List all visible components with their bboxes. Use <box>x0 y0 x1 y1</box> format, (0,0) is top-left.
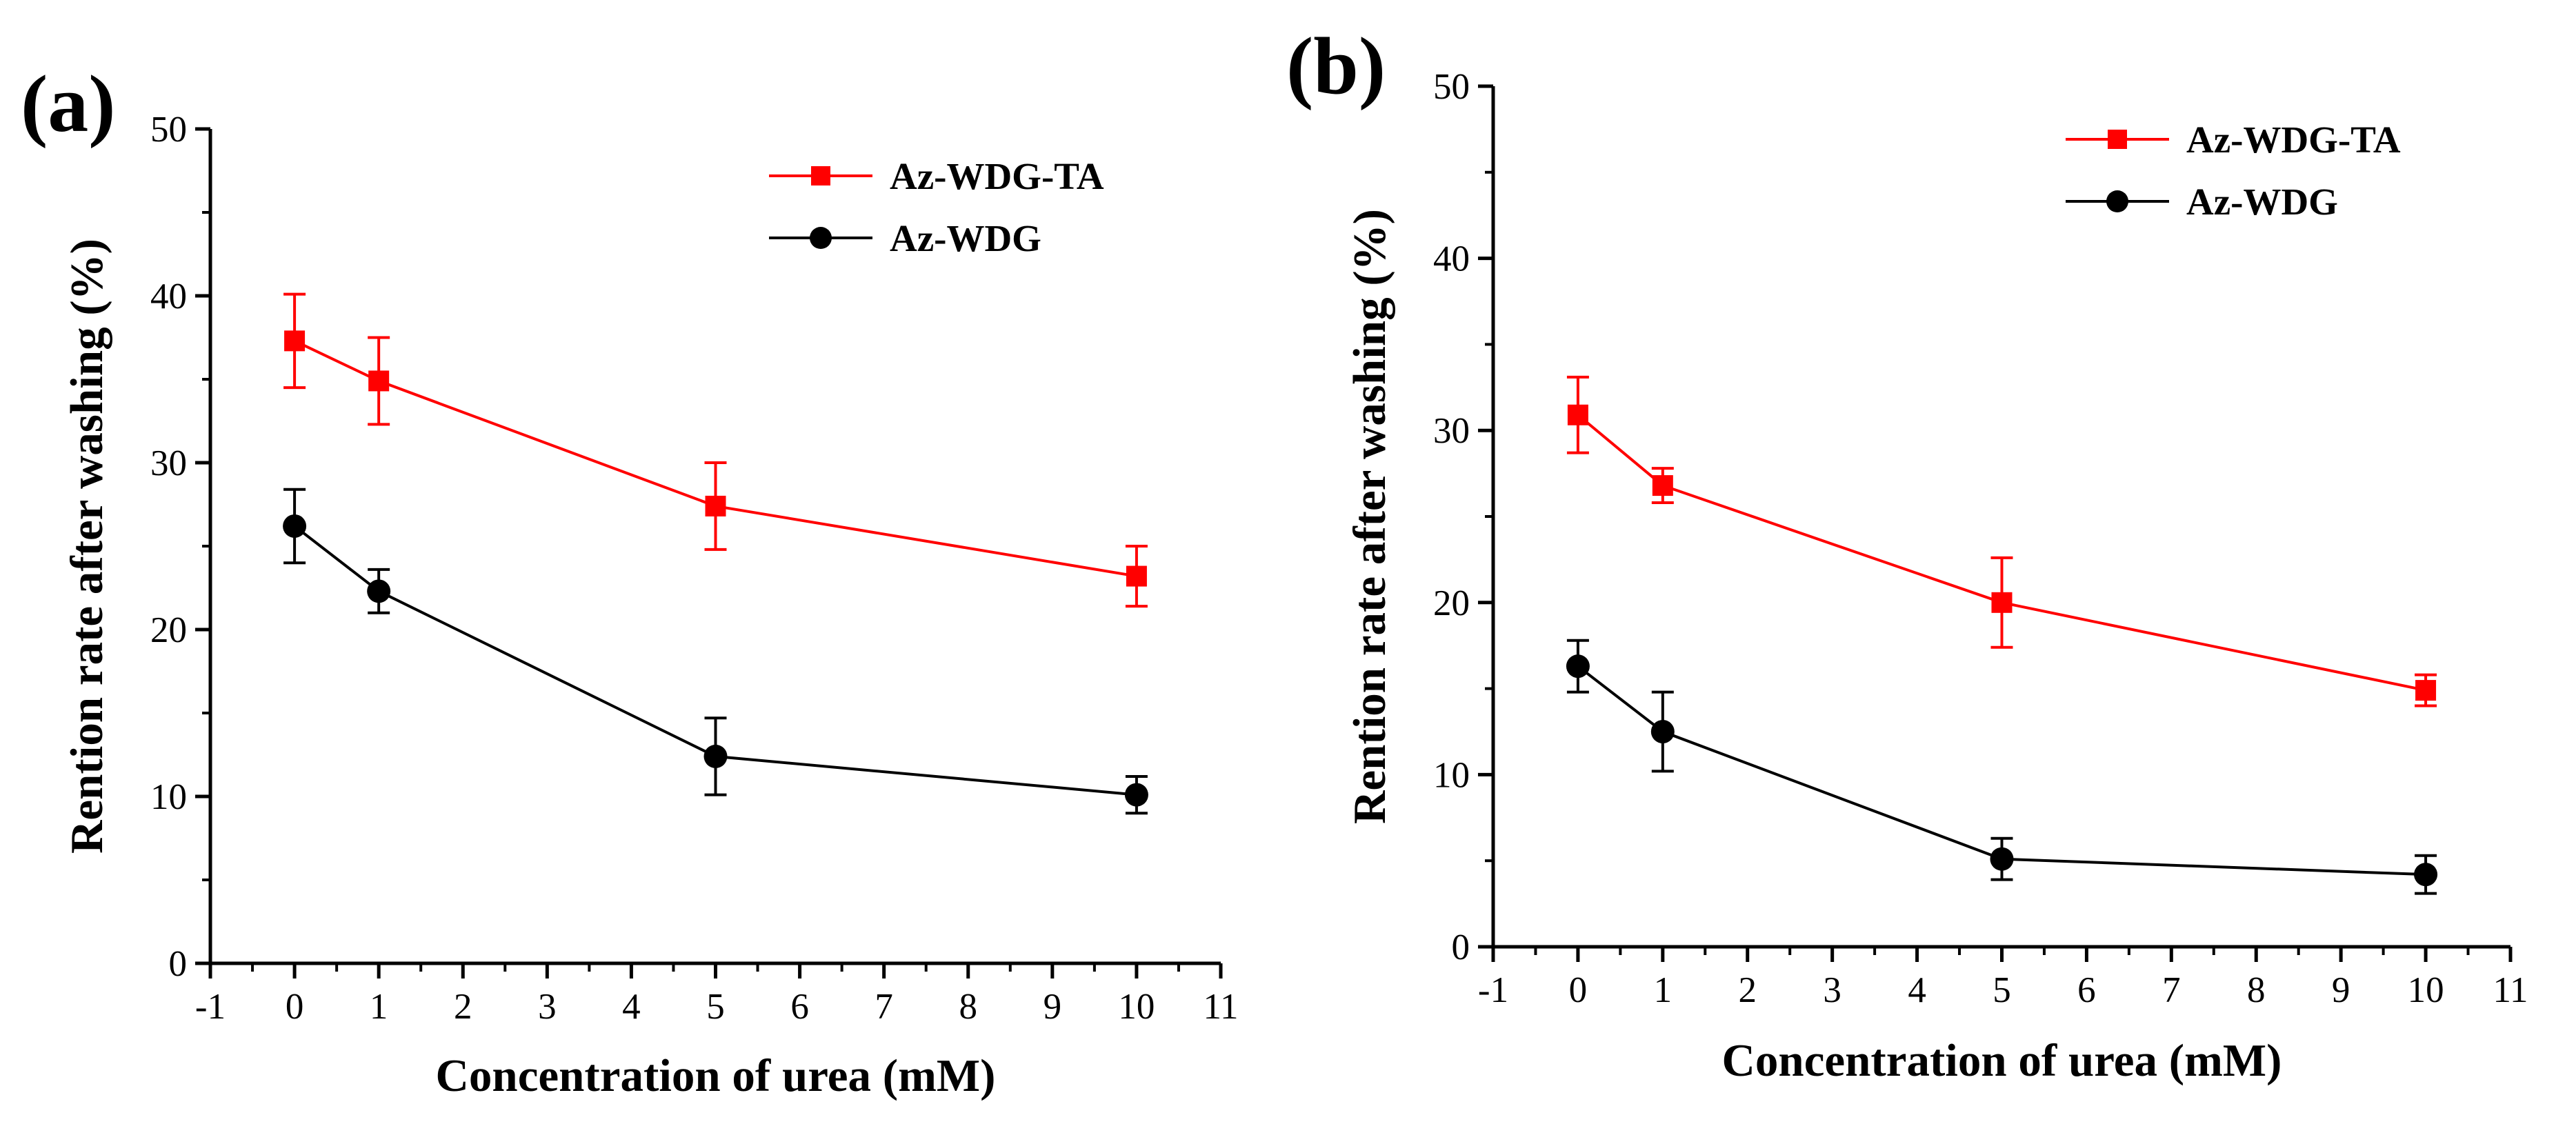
data-point <box>1567 404 1588 425</box>
data-point <box>367 579 391 603</box>
x-tick-label: 7 <box>2162 970 2181 1010</box>
legend-marker <box>811 166 830 185</box>
x-tick-label: 8 <box>2247 970 2266 1010</box>
legend-label: Az-WDG <box>2186 181 2338 223</box>
legend-label: Az-WDG-TA <box>890 155 1104 197</box>
data-point <box>1124 783 1148 807</box>
data-point <box>1991 592 2013 613</box>
x-tick-label: 1 <box>370 987 388 1027</box>
series-line <box>1577 414 2426 692</box>
legend-entry: Az-WDG <box>2066 181 2338 223</box>
panel-label: (b) <box>1286 21 1386 111</box>
y-tick-label: 40 <box>150 277 187 317</box>
x-axis-title: Concentration of urea (mM) <box>436 1050 996 1101</box>
y-tick-label: 30 <box>150 443 187 483</box>
x-tick-label: 0 <box>286 987 304 1027</box>
x-tick-label: 5 <box>706 987 725 1027</box>
data-point <box>2415 680 2437 701</box>
x-tick-label: 3 <box>538 987 557 1027</box>
x-tick-label: 4 <box>1908 970 1926 1010</box>
x-tick-label: 5 <box>1993 970 2011 1010</box>
y-tick-label: 10 <box>1433 755 1470 795</box>
x-tick-label: 2 <box>1739 970 1757 1010</box>
x-tick-label: 6 <box>2077 970 2096 1010</box>
x-tick-label: 11 <box>2493 970 2528 1010</box>
y-tick-label: 0 <box>169 944 188 984</box>
series-az-wdg-ta <box>1566 375 2437 707</box>
y-tick-label: 50 <box>150 110 187 150</box>
series-az-wdg <box>283 488 1148 815</box>
x-tick-label: 4 <box>622 987 641 1027</box>
x-tick-label: 11 <box>1203 987 1238 1027</box>
data-point <box>283 514 307 538</box>
data-point <box>703 744 728 768</box>
y-tick-label: 0 <box>1452 927 1470 967</box>
x-tick-label: -1 <box>195 987 226 1027</box>
legend-label: Az-WDG-TA <box>2186 119 2401 161</box>
y-tick-label: 10 <box>150 777 187 817</box>
legend-marker <box>810 227 832 249</box>
legend-entry: Az-WDG-TA <box>769 155 1104 197</box>
data-point <box>1126 565 1147 587</box>
x-tick-label: -1 <box>1478 970 1508 1010</box>
x-tick-label: 2 <box>454 987 472 1027</box>
x-tick-label: 1 <box>1654 970 1673 1010</box>
x-tick-label: 0 <box>1569 970 1588 1010</box>
x-tick-label: 9 <box>2332 970 2350 1010</box>
panel-label: (a) <box>21 59 116 149</box>
x-tick-label: 7 <box>875 987 893 1027</box>
legend-entry: Az-WDG <box>769 217 1041 259</box>
legend-marker <box>2106 190 2128 212</box>
series-az-wdg-ta <box>283 292 1148 608</box>
series-az-wdg <box>1566 639 2438 895</box>
y-tick-label: 20 <box>150 610 187 650</box>
y-axis-title: Rention rate after washing (%) <box>1344 209 1395 824</box>
series-line <box>294 339 1137 578</box>
data-point <box>1990 847 2014 871</box>
data-point <box>284 330 306 352</box>
legend-entry: Az-WDG-TA <box>2066 119 2401 161</box>
y-tick-label: 30 <box>1433 411 1470 451</box>
y-tick-label: 20 <box>1433 583 1470 623</box>
data-point <box>705 495 726 516</box>
y-tick-label: 40 <box>1433 239 1470 279</box>
x-axis-title: Concentration of urea (mM) <box>1722 1035 2282 1086</box>
data-point <box>368 370 390 392</box>
x-tick-label: 8 <box>959 987 978 1027</box>
legend-label: Az-WDG <box>890 217 1041 259</box>
data-point <box>1652 475 1673 496</box>
legend-marker <box>2108 130 2127 149</box>
x-tick-label: 3 <box>1823 970 1841 1010</box>
x-tick-label: 9 <box>1044 987 1062 1027</box>
series-line <box>1577 665 2426 876</box>
series-line <box>293 525 1137 796</box>
y-axis-title: Rention rate after washing (%) <box>61 239 112 854</box>
data-point <box>2414 863 2438 887</box>
x-tick-label: 10 <box>2408 970 2444 1010</box>
x-tick-label: 6 <box>790 987 809 1027</box>
data-point <box>1650 720 1675 743</box>
data-point <box>1566 654 1590 679</box>
y-tick-label: 50 <box>1433 67 1470 107</box>
x-tick-label: 10 <box>1118 987 1155 1027</box>
